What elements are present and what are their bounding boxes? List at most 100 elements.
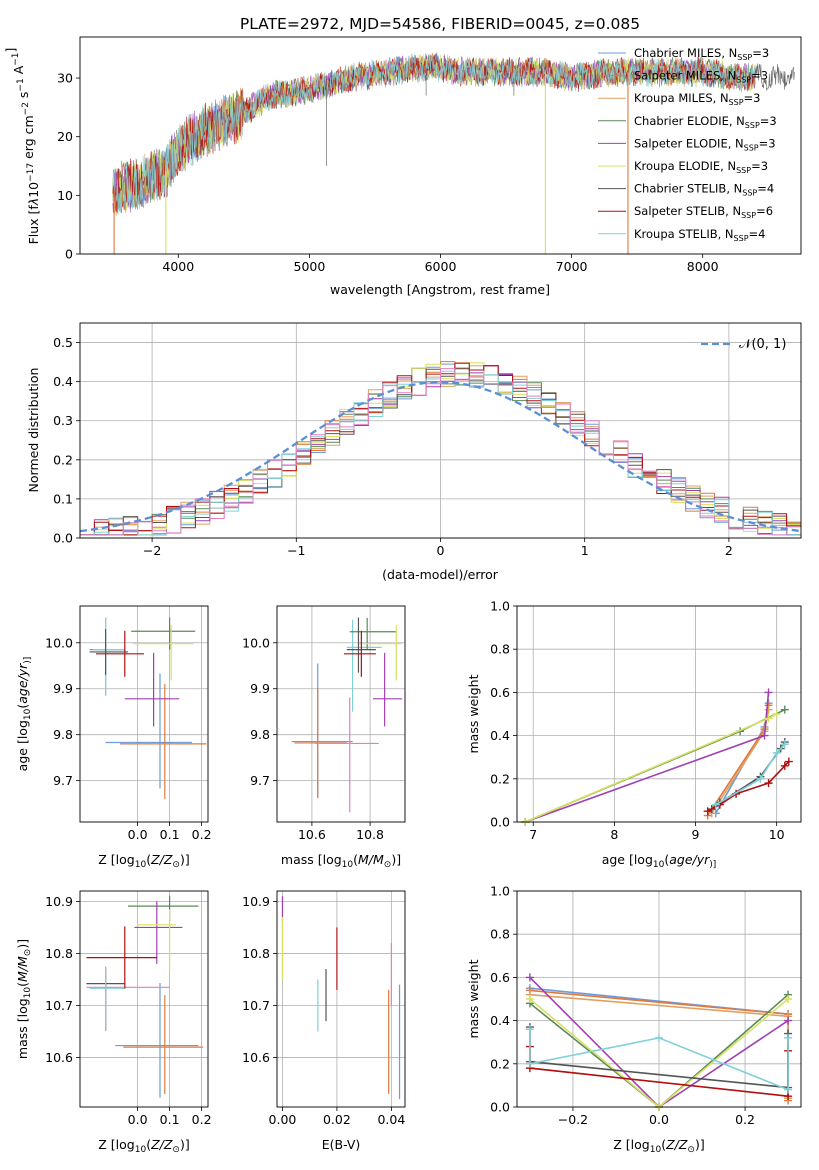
plus-marker xyxy=(711,800,720,809)
mass_vs_ebv-panel: 0.00 0.02 0.04 10.6 10.7 10.8 10.9 E(B-V) xyxy=(242,890,406,1152)
y-tick-label: 0.1 xyxy=(53,491,73,506)
plus-marker xyxy=(756,774,765,783)
axes-frame xyxy=(79,605,209,823)
plus-marker xyxy=(525,973,534,982)
plus-marker xyxy=(772,748,781,757)
legend-label-sub: SSP xyxy=(741,211,756,220)
legend-label-text: Salpeter ELODIE, N xyxy=(634,136,744,150)
y-axis-label-part: ⊙ xyxy=(23,949,33,957)
x-axis-label-part: age/yr xyxy=(669,852,710,867)
plus-marker xyxy=(525,995,534,1003)
figure-title: PLATE=2972, MJD=54586, FIBERID=0045, z=0… xyxy=(240,15,640,33)
y-axis-label-part: 10 xyxy=(26,182,41,198)
y-axis-label-part: mass [log xyxy=(15,998,30,1059)
plus-marker xyxy=(525,1025,534,1034)
plus-marker xyxy=(764,779,773,788)
x-axis-label: wavelength [Angstrom, rest frame] xyxy=(330,282,550,297)
errorbar-point xyxy=(92,617,125,696)
x-axis-label-part: ⊙ xyxy=(687,1145,695,1155)
x-axis-label-part: 10 xyxy=(135,1145,147,1155)
errorbar-point xyxy=(358,625,403,681)
y-axis-label: Normed distribution xyxy=(26,368,41,493)
y-tick-label: 10.0 xyxy=(45,635,73,650)
y-tick-label: 10.6 xyxy=(242,1050,270,1065)
y-tick-label: 10.8 xyxy=(242,946,270,961)
plus-marker xyxy=(784,1085,793,1094)
spectrum-plot-area xyxy=(112,52,795,254)
y-tick-label: 30 xyxy=(57,71,73,86)
y-axis-label-part: ( xyxy=(15,704,30,709)
errorbar-point xyxy=(137,909,176,972)
legend-label-suffix: =3 xyxy=(751,159,768,173)
x-tick-label: 8000 xyxy=(687,259,719,274)
x-axis-label-part: Z [log xyxy=(98,852,134,867)
y-axis-label-part: )] xyxy=(23,657,33,664)
y-axis-label-part: erg cm xyxy=(21,115,36,163)
errorbar-point xyxy=(96,630,144,677)
y-axis-label-part: −17 xyxy=(26,163,36,182)
y-tick-label: 0.2 xyxy=(490,1056,510,1071)
x-tick-label: 6000 xyxy=(425,259,457,274)
y-tick-label: 9.7 xyxy=(53,773,73,788)
x-axis-label-part: ⊙ xyxy=(172,1145,180,1155)
legend-label-suffix: =4 xyxy=(757,182,774,196)
legend-label-text: Chabrier MILES, N xyxy=(634,46,737,60)
errorbar-point xyxy=(86,966,170,1029)
legend-label-suffix: =3 xyxy=(751,69,768,83)
weight-line xyxy=(711,741,786,810)
y-tick-label: 0.4 xyxy=(53,374,73,389)
x-tick-label: 0.04 xyxy=(377,1112,405,1127)
x-axis-label-part: mass [log xyxy=(281,852,342,867)
errorbar-point xyxy=(86,926,157,989)
errorbar-point xyxy=(124,652,180,727)
y-tick-label: 0.3 xyxy=(53,413,73,428)
y-axis-label: mass weight xyxy=(466,959,481,1038)
x-axis-label-part: ( xyxy=(146,1137,151,1152)
legend-label-sub: SSP xyxy=(744,143,759,152)
errorbar-point xyxy=(131,617,196,650)
y-axis-label-part: )] xyxy=(15,939,30,949)
legend-label: Salpeter ELODIE, NSSP=3 xyxy=(634,136,776,152)
x-axis-label-part: 10 xyxy=(653,860,665,870)
legend-label-sub: SSP xyxy=(745,121,760,130)
errorbar-point xyxy=(89,628,128,675)
x-axis-label-part: Z [log xyxy=(613,1137,649,1152)
x-tick-label: 4000 xyxy=(162,259,194,274)
plus-marker xyxy=(703,807,712,816)
y-axis-label: Flux [fλ10−17 erg cm−2 s−1 A−1] xyxy=(3,48,41,245)
residuals-plot-area xyxy=(80,361,801,536)
weight-series xyxy=(703,757,793,816)
y-tick-label: 9.8 xyxy=(53,727,73,742)
x-axis-label-part: age [log xyxy=(602,852,653,867)
plus-marker xyxy=(760,731,769,740)
y-tick-label: 9.7 xyxy=(250,773,270,788)
y-tick-label: 0.4 xyxy=(490,1013,510,1028)
y-tick-label: 0.8 xyxy=(490,927,510,942)
x-tick-label: 0.2 xyxy=(735,1112,755,1127)
y-axis-label-part: A xyxy=(11,65,26,78)
age_vs_Z-plot-area xyxy=(89,617,207,800)
weight-series xyxy=(521,688,773,826)
legend-label: Kroupa ELODIE, NSSP=3 xyxy=(634,159,768,175)
legend-label-text: Kroupa ELODIE, N xyxy=(634,159,736,173)
x-axis-label-part: )] xyxy=(391,852,401,867)
plus-marker xyxy=(655,1033,663,1042)
axes-frame xyxy=(276,890,406,1108)
legend-label-sub: SSP xyxy=(729,98,744,107)
x-axis-label-part: ⊙ xyxy=(384,860,392,870)
y-axis-label-part: λ xyxy=(26,198,41,206)
y-axis-label: mass weight xyxy=(466,674,481,753)
x-axis-label-part: Z/Z xyxy=(150,852,173,867)
errorbar-point xyxy=(314,697,379,813)
weight-series xyxy=(525,1025,793,1094)
axes-frame xyxy=(79,890,209,1108)
x-axis-label: Z [log10(Z/Z⊙)] xyxy=(98,852,189,870)
age_vs_mass-panel: 10.6 10.8 9.7 9.8 9.9 10.0 mass [log10(M/M⊙)] xyxy=(242,605,406,870)
y-tick-label: 20 xyxy=(57,129,73,144)
x-axis-label-part: Z/Z xyxy=(150,1137,173,1152)
plus-marker xyxy=(764,688,773,697)
y-tick-label: 10.9 xyxy=(45,894,73,909)
mass_vs_Z-panel: 0.0 0.1 0.210.610.710.810.9Z [log10(Z/Z⊙)]… xyxy=(15,890,212,1155)
